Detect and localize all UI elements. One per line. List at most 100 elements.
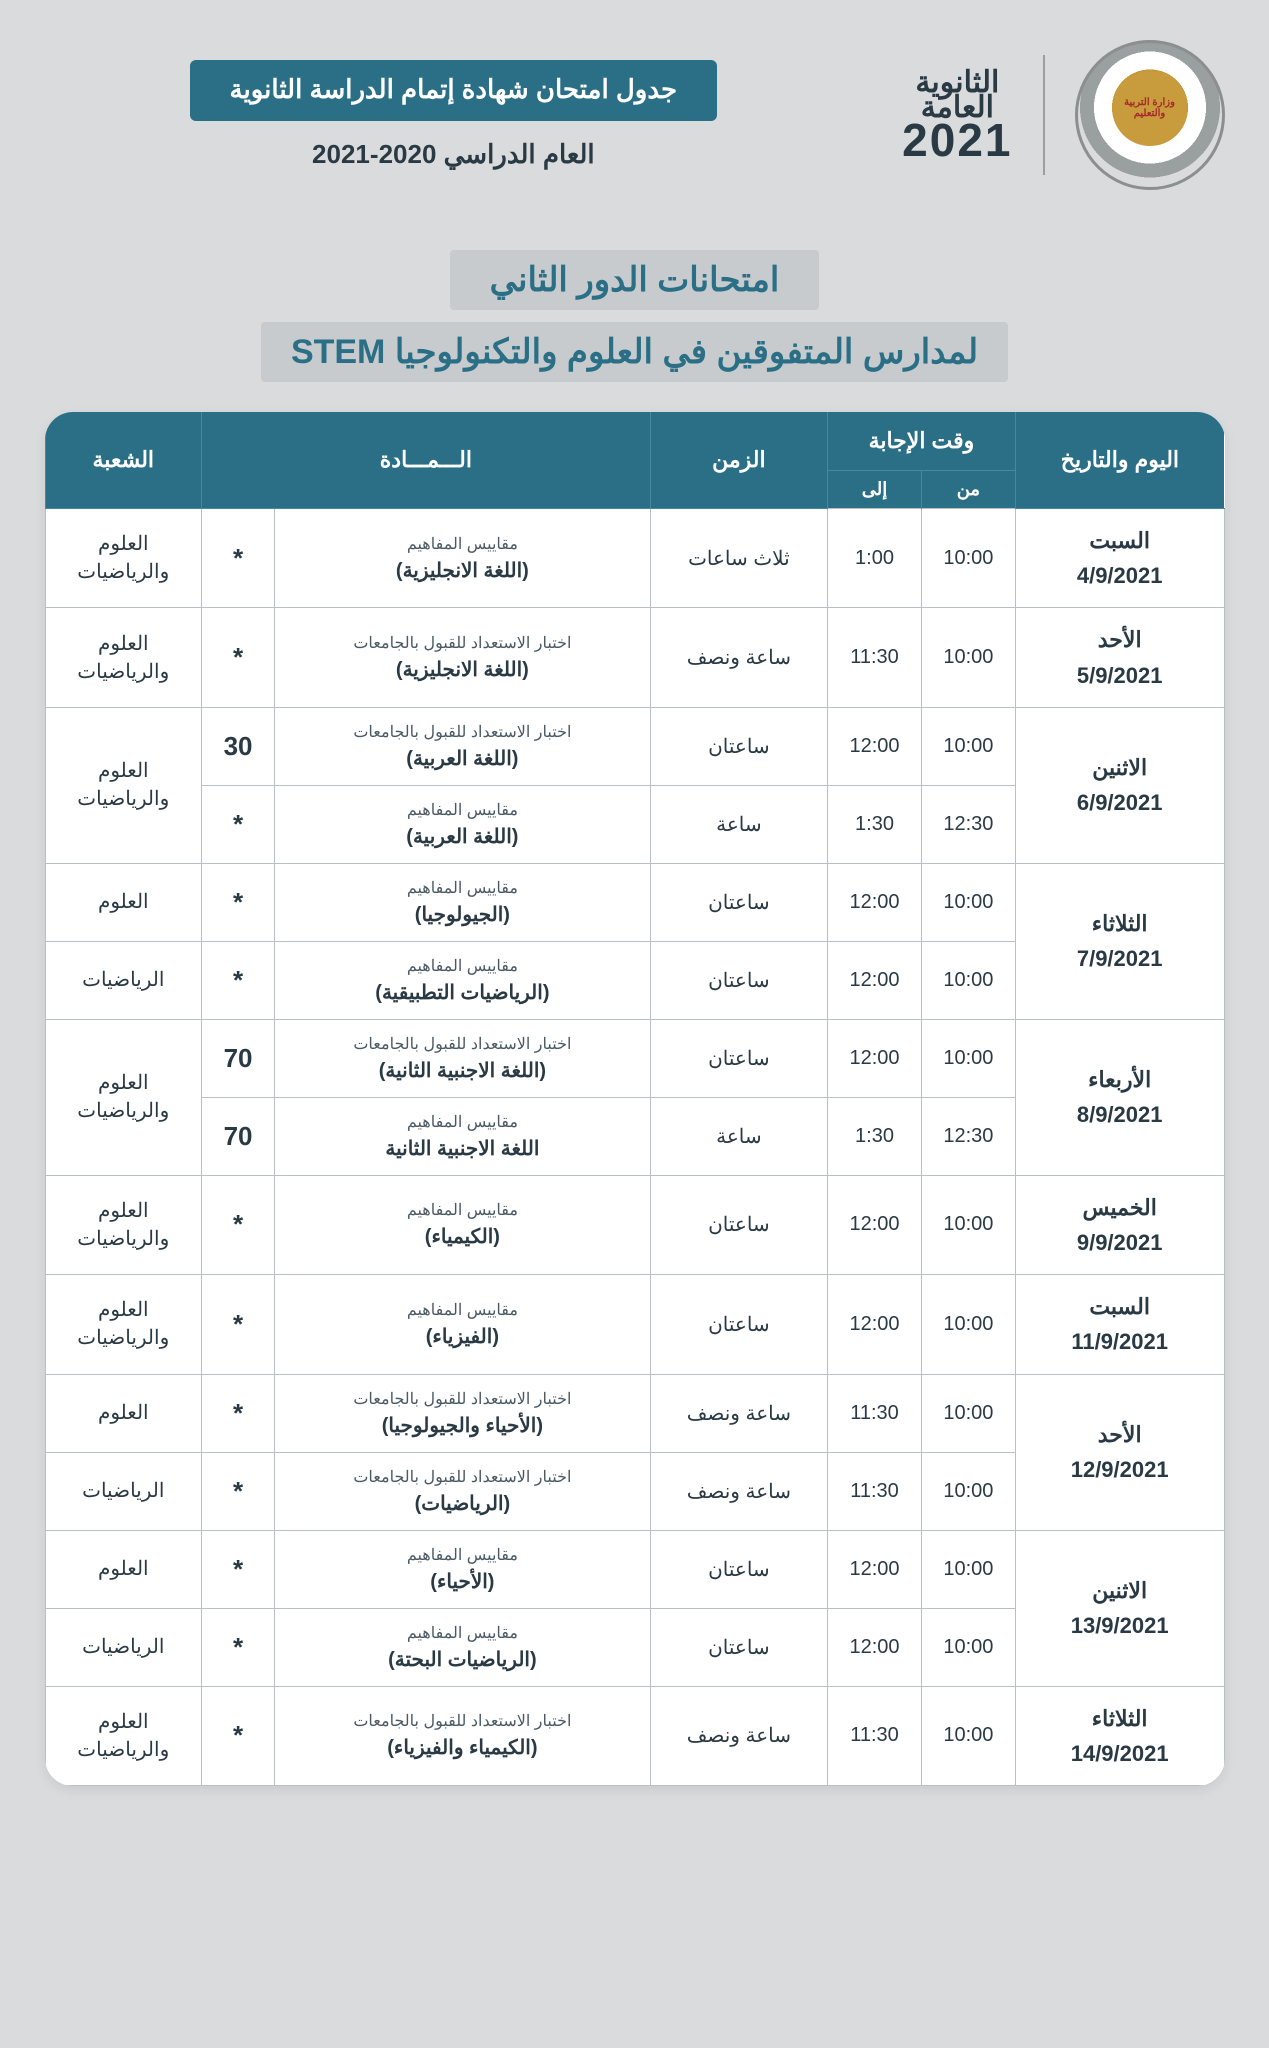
cell-score: * [202,1275,275,1374]
subject-name: (الجيولوجيا) [283,902,642,927]
cell-from: 10:00 [921,509,1015,608]
subject-name: (الكيمياء والفيزياء) [283,1735,642,1760]
cell-to: 12:00 [828,1275,922,1374]
cell-duration: ساعتان [650,1608,827,1686]
table-row: الأحد12/9/202110:0011:30ساعة ونصفاختبار … [45,1374,1224,1452]
table-row: الاثنين6/9/202110:0012:00ساعتاناختبار ال… [45,707,1224,785]
col-answer-time: وقت الإجابة [828,412,1016,471]
table-body: السبت4/9/202110:001:00ثلاث ساعاتمقاييس ا… [45,509,1224,1786]
table-row: الأحد5/9/202110:0011:30ساعة ونصفاختبار ا… [45,608,1224,707]
cell-from: 12:30 [921,785,1015,863]
cell-subject: مقاييس المفاهيم (الفيزياء) [275,1275,651,1374]
cell-subject: مقاييس المفاهيم (الرياضيات التطبيقية) [275,941,651,1019]
cell-duration: ساعتان [650,863,827,941]
cell-track: الرياضيات [45,1608,202,1686]
subject-prefix: اختبار الاستعداد للقبول بالجامعات [283,633,642,653]
cell-duration: ساعتان [650,1530,827,1608]
subject-name: (الكيمياء) [283,1224,642,1249]
subject-name: (اللغة الانجليزية) [283,657,642,682]
cell-duration: ساعة [650,785,827,863]
subject-name: (الأحياء والجيولوجيا) [283,1413,642,1438]
subject-name: (اللغة العربية) [283,746,642,771]
subject-name: اللغة الاجنبية الثانية [283,1136,642,1161]
cell-subject: اختبار الاستعداد للقبول بالجامعات (الأحيا… [275,1374,651,1452]
cell-to: 12:00 [828,1019,922,1097]
cell-to: 12:00 [828,1175,922,1274]
subject-prefix: مقاييس المفاهيم [283,1545,642,1565]
section-titles: امتحانات الدور الثاني لمدارس المتفوقين ف… [45,250,1225,382]
table-row: الثلاثاء7/9/202110:0012:00ساعتانمقاييس ا… [45,863,1224,941]
table-row: الاثنين13/9/202110:0012:00ساعتانمقاييس ا… [45,1530,1224,1608]
cell-score: * [202,785,275,863]
col-to: إلى [828,471,922,509]
schedule-table-wrap: اليوم والتاريخ وقت الإجابة الزمن الـــمـ… [45,412,1225,1786]
cell-score: * [202,608,275,707]
cell-track: العلوموالرياضيات [45,509,202,608]
table-row: الأربعاء8/9/202110:0012:00ساعتاناختبار ا… [45,1019,1224,1097]
subject-name: (اللغة الاجنبية الثانية) [283,1058,642,1083]
section-line1: امتحانات الدور الثاني [450,250,820,310]
header: وزارة التربية والتعليم الثانوية العامة 2… [45,40,1225,190]
cell-subject: اختبار الاستعداد للقبول بالجامعات (اللغة … [275,608,651,707]
title-pill: جدول امتحان شهادة إتمام الدراسة الثانوية [190,60,718,121]
cell-subject: مقاييس المفاهيماللغة الاجنبية الثانية [275,1097,651,1175]
col-subject: الـــمـــادة [202,412,651,509]
table-row: الثلاثاء14/9/202110:0011:30ساعة ونصفاختب… [45,1686,1224,1785]
cell-day: الثلاثاء7/9/2021 [1015,863,1224,1019]
cell-track: العلوموالرياضيات [45,608,202,707]
cell-duration: ساعة ونصف [650,608,827,707]
cell-day: الأحد12/9/2021 [1015,1374,1224,1530]
logos: وزارة التربية والتعليم الثانوية العامة 2… [902,40,1224,190]
cell-day: السبت11/9/2021 [1015,1275,1224,1374]
subject-name: (الفيزياء) [283,1324,642,1349]
cell-duration: ساعتان [650,1019,827,1097]
cell-from: 10:00 [921,1608,1015,1686]
cell-duration: ساعة ونصف [650,1452,827,1530]
cell-to: 11:30 [828,1686,922,1785]
cell-score: * [202,941,275,1019]
cell-duration: ساعة [650,1097,827,1175]
cell-track: الرياضيات [45,1452,202,1530]
cell-day: الثلاثاء14/9/2021 [1015,1686,1224,1785]
cell-subject: مقاييس المفاهيم(الأحياء) [275,1530,651,1608]
subject-name: (اللغة الانجليزية) [283,558,642,583]
cell-score: * [202,509,275,608]
cell-from: 10:00 [921,1019,1015,1097]
cell-day: الأحد5/9/2021 [1015,608,1224,707]
cell-to: 1:00 [828,509,922,608]
cell-to: 12:00 [828,863,922,941]
subject-prefix: اختبار الاستعداد للقبول بالجامعات [283,1389,642,1409]
cell-duration: ساعة ونصف [650,1374,827,1452]
subject-prefix: اختبار الاستعداد للقبول بالجامعات [283,1711,642,1731]
cell-day: الاثنين6/9/2021 [1015,707,1224,863]
cell-score: 30 [202,707,275,785]
cell-track: العلوموالرياضيات [45,1275,202,1374]
ministry-seal-icon: وزارة التربية والتعليم [1075,40,1225,190]
cell-to: 11:30 [828,1452,922,1530]
subject-prefix: مقاييس المفاهيم [283,1300,642,1320]
cell-to: 1:30 [828,785,922,863]
divider [1043,55,1045,175]
table-head: اليوم والتاريخ وقت الإجابة الزمن الـــمـ… [45,412,1224,509]
seal-text: وزارة التربية والتعليم [1112,70,1188,146]
cell-track: العلوم [45,1530,202,1608]
cell-to: 12:00 [828,1608,922,1686]
cell-day: الاثنين13/9/2021 [1015,1530,1224,1686]
cell-duration: ساعتان [650,707,827,785]
subject-prefix: مقاييس المفاهيم [283,534,642,554]
cell-track: العلوموالرياضيات [45,1686,202,1785]
cell-subject: مقاييس المفاهيم (اللغة الانجليزية) [275,509,651,608]
cell-subject: اختبار الاستعداد للقبول بالجامعات (الكيمي… [275,1686,651,1785]
cell-track: العلوم [45,1374,202,1452]
cell-from: 10:00 [921,1275,1015,1374]
cell-score: * [202,863,275,941]
table-row: الخميس9/9/202110:0012:00ساعتانمقاييس الم… [45,1175,1224,1274]
cell-to: 11:30 [828,608,922,707]
cell-to: 12:00 [828,1530,922,1608]
cell-to: 12:00 [828,941,922,1019]
cell-subject: مقاييس المفاهيم(اللغة العربية) [275,785,651,863]
cell-to: 1:30 [828,1097,922,1175]
subject-prefix: مقاييس المفاهيم [283,956,642,976]
subject-name: (الرياضيات التطبيقية) [283,980,642,1005]
subject-prefix: مقاييس المفاهيم [283,1623,642,1643]
